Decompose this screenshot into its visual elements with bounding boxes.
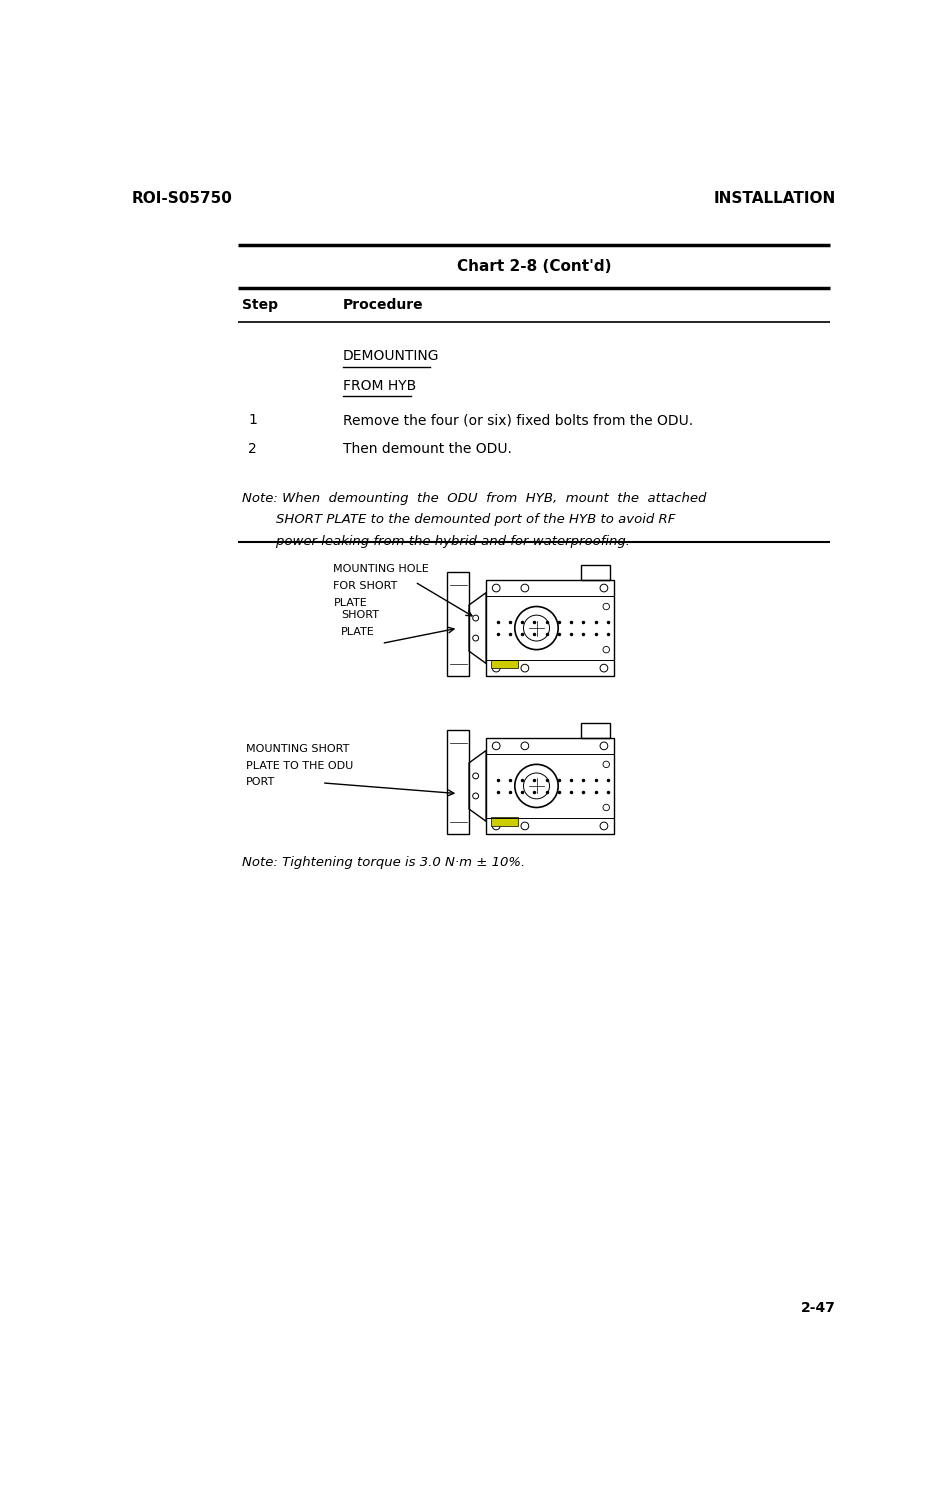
Text: FOR SHORT: FOR SHORT	[333, 581, 397, 591]
Text: MOUNTING HOLE: MOUNTING HOLE	[333, 564, 430, 575]
Text: INSTALLATION: INSTALLATION	[714, 191, 835, 206]
Text: FROM HYB: FROM HYB	[343, 379, 416, 393]
Text: Chart 2-8 (Cont'd): Chart 2-8 (Cont'd)	[457, 258, 612, 273]
Text: PLATE: PLATE	[341, 627, 375, 638]
Text: PORT: PORT	[245, 778, 275, 787]
Text: 2-47: 2-47	[801, 1300, 835, 1315]
Text: 2: 2	[248, 442, 257, 457]
Text: ROI-S05750: ROI-S05750	[132, 191, 233, 206]
Text: Procedure: Procedure	[343, 297, 423, 312]
Text: SHORT: SHORT	[341, 611, 379, 621]
Text: MOUNTING SHORT: MOUNTING SHORT	[245, 744, 349, 754]
Polygon shape	[491, 660, 518, 667]
Text: 1: 1	[248, 414, 257, 427]
Text: PLATE: PLATE	[333, 599, 367, 608]
Text: Note: Tightening torque is 3.0 N·m ± 10%.: Note: Tightening torque is 3.0 N·m ± 10%…	[242, 857, 525, 869]
Text: SHORT PLATE to the demounted port of the HYB to avoid RF: SHORT PLATE to the demounted port of the…	[242, 514, 675, 527]
Text: power leaking from the hybrid and for waterproofing.: power leaking from the hybrid and for wa…	[242, 534, 630, 548]
Text: Then demount the ODU.: Then demount the ODU.	[343, 442, 512, 457]
Text: PLATE TO THE ODU: PLATE TO THE ODU	[245, 760, 353, 770]
Text: Step: Step	[242, 297, 278, 312]
Text: Note: When  demounting  the  ODU  from  HYB,  mount  the  attached: Note: When demounting the ODU from HYB, …	[242, 491, 706, 505]
Text: Remove the four (or six) fixed bolts from the ODU.: Remove the four (or six) fixed bolts fro…	[343, 414, 693, 427]
Text: DEMOUNTING: DEMOUNTING	[343, 349, 439, 363]
Polygon shape	[491, 818, 518, 826]
